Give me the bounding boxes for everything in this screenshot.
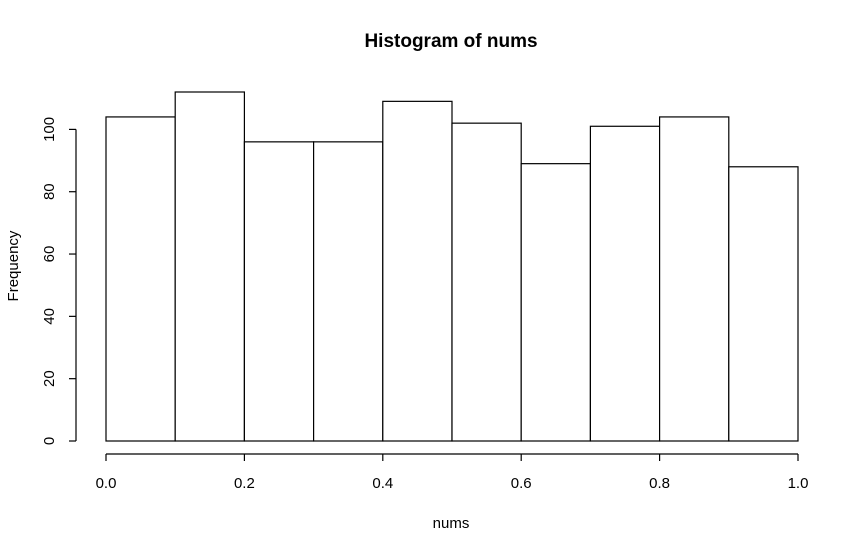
histogram-bar-4 <box>382 100 453 442</box>
chart-title: Histogram of nums <box>364 31 537 52</box>
histogram-bar-1 <box>174 91 245 442</box>
x-tick-label-1: 0.2 <box>234 475 255 492</box>
histogram-bar-8 <box>658 116 730 442</box>
x-tick-label-3: 0.6 <box>511 475 532 492</box>
x-tick-label-5: 1.0 <box>788 475 809 492</box>
y-tick-label-1: 20 <box>41 370 58 387</box>
histogram-bar-0 <box>105 116 176 442</box>
histogram-bar-6 <box>520 163 592 442</box>
y-axis: 0 20 40 60 80 100 <box>41 117 77 445</box>
y-tick-label-3: 60 <box>41 246 58 263</box>
histogram-bar-2 <box>243 141 315 442</box>
y-tick-label-2: 40 <box>41 308 58 325</box>
histogram-bar-9 <box>728 166 799 442</box>
y-tick-label-4: 80 <box>41 183 58 200</box>
y-tick-label-5: 100 <box>41 117 58 142</box>
x-axis: 0.0 0.2 0.4 0.6 0.8 1.0 <box>96 453 809 492</box>
y-axis-title: Frequency <box>5 230 22 301</box>
x-axis-title: nums <box>433 515 470 532</box>
x-tick-label-2: 0.4 <box>372 475 393 492</box>
bars-group <box>105 91 799 442</box>
histogram-bar-3 <box>313 141 384 442</box>
x-tick-label-0: 0.0 <box>96 475 117 492</box>
histogram-bar-7 <box>589 125 661 442</box>
x-tick-label-4: 0.8 <box>649 475 670 492</box>
histogram-bar-5 <box>451 122 522 442</box>
y-tick-label-0: 0 <box>41 437 58 445</box>
